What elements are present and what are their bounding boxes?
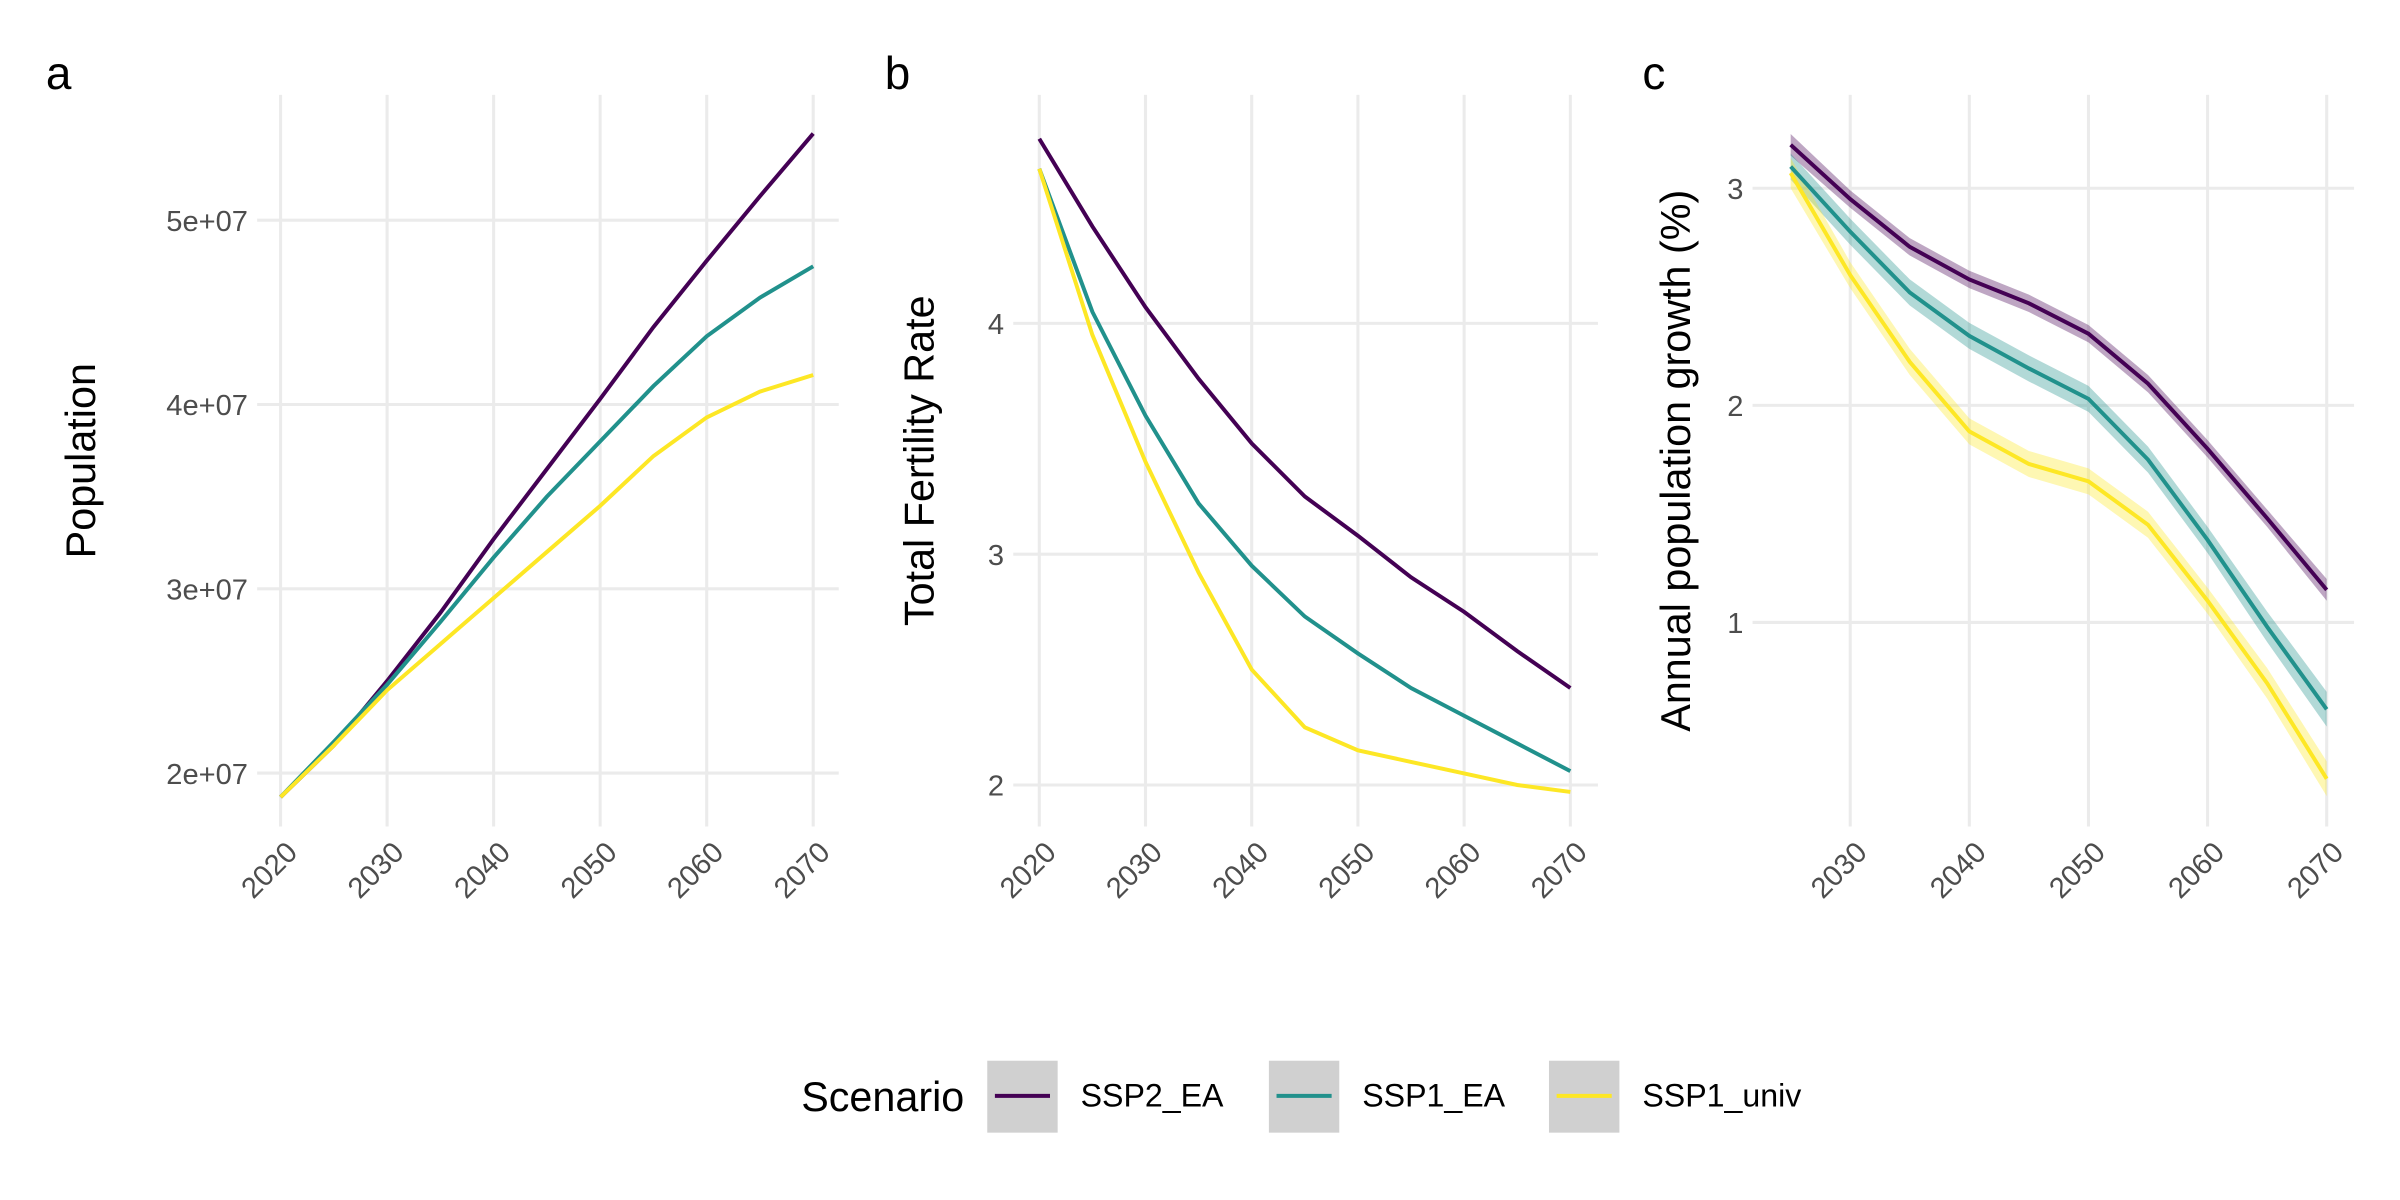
series-line [279, 264, 815, 799]
series-line [1037, 168, 1571, 794]
series-line [1037, 137, 1572, 690]
panel-label: a [46, 47, 72, 99]
x-tick-label: 2050 [2043, 836, 2111, 904]
series-line [279, 373, 814, 799]
x-tick-label: 2030 [1100, 836, 1168, 904]
x-tick-label: 2070 [768, 836, 836, 904]
x-tick-label: 2030 [342, 836, 410, 904]
y-axis-label: Population [58, 363, 104, 558]
y-axis-label: Annual population growth (%) [1653, 190, 1699, 732]
x-tick-label: 2070 [2282, 836, 2350, 904]
y-tick-label: 1 [1727, 608, 1743, 640]
legend-label: SSP2_EA [1081, 1078, 1224, 1114]
x-tick-label: 2060 [1419, 836, 1487, 904]
legend-title: Scenario [801, 1074, 964, 1120]
y-tick-label: 2 [1727, 391, 1743, 423]
confidence-band [1790, 153, 2327, 727]
y-tick-label: 3 [988, 540, 1004, 572]
y-tick-label: 3e+07 [166, 575, 248, 607]
x-tick-label: 2040 [1924, 836, 1992, 904]
series-line [1788, 172, 2329, 780]
panel-label: b [885, 47, 911, 99]
panel: c Annual population growth (%) 1 2 3 2030 2040… [1642, 47, 2355, 905]
panel-label: c [1642, 47, 1665, 99]
confidence-band [1790, 157, 2327, 797]
panel: b Total Fertility Rate 2 3 4 2020 2030 2040 2050… [885, 47, 1598, 905]
y-tick-label: 4 [988, 309, 1004, 341]
series-line [1789, 143, 2329, 592]
series-line [1037, 168, 1572, 773]
x-tick-label: 2020 [994, 836, 1062, 904]
y-tick-label: 5e+07 [166, 206, 248, 238]
x-tick-label: 2020 [236, 836, 304, 904]
x-tick-label: 2040 [1207, 836, 1275, 904]
series-line [279, 132, 815, 799]
confidence-band [1790, 133, 2327, 601]
y-tick-label: 2 [988, 771, 1004, 803]
y-axis-label: Total Fertility Rate [897, 295, 943, 626]
legend-label: SSP1_univ [1642, 1078, 1801, 1114]
x-tick-label: 2060 [2163, 836, 2231, 904]
x-tick-label: 2060 [662, 836, 730, 904]
x-tick-label: 2030 [1805, 836, 1873, 904]
x-tick-label: 2050 [555, 836, 623, 904]
panel: a Population 2e+07 3e+07 4e+07 5e+07 2020 2030 2… [46, 47, 839, 905]
x-tick-label: 2040 [449, 836, 517, 904]
y-tick-label: 4e+07 [166, 390, 248, 422]
series-line [1789, 165, 2329, 711]
y-tick-label: 2e+07 [166, 759, 248, 791]
y-tick-label: 3 [1727, 174, 1743, 206]
legend-label: SSP1_EA [1362, 1078, 1505, 1114]
x-tick-label: 2070 [1525, 836, 1593, 904]
x-tick-label: 2050 [1313, 836, 1381, 904]
